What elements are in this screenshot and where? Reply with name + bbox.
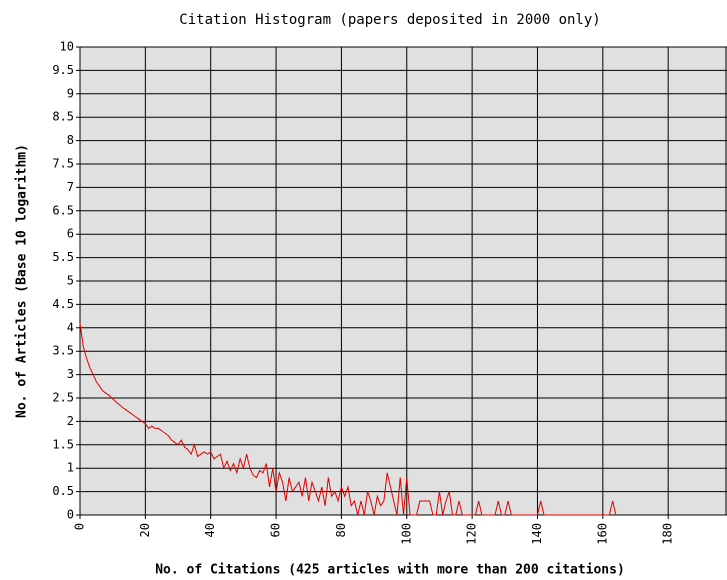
y-tick-label: 8.5 xyxy=(52,110,74,124)
x-tick-label: 120 xyxy=(465,523,479,545)
y-tick-label: 3 xyxy=(67,367,74,381)
y-tick-label: 4.5 xyxy=(52,297,74,311)
x-tick-label: 80 xyxy=(334,523,348,537)
y-tick-label: 0 xyxy=(67,508,74,522)
x-tick-label: 160 xyxy=(595,523,609,545)
y-tick-label: 2 xyxy=(67,414,74,428)
x-tick-label: 180 xyxy=(661,523,675,545)
y-tick-label: 1 xyxy=(67,461,74,475)
y-tick-label: 6.5 xyxy=(52,203,74,217)
x-tick-label: 0 xyxy=(73,523,87,530)
y-tick-label: 9.5 xyxy=(52,63,74,77)
x-tick-label: 20 xyxy=(138,523,152,537)
y-tick-label: 1.5 xyxy=(52,437,74,451)
y-tick-label: 3.5 xyxy=(52,344,74,358)
y-tick-label: 5 xyxy=(67,274,74,288)
x-tick-label: 40 xyxy=(203,523,217,537)
x-axis-label: No. of Citations (425 articles with more… xyxy=(155,563,625,578)
y-tick-label: 7 xyxy=(67,180,74,194)
y-tick-label: 5.5 xyxy=(52,250,74,264)
y-tick-label: 6 xyxy=(67,227,74,241)
x-tick-label: 60 xyxy=(269,523,283,537)
y-tick-label: 2.5 xyxy=(52,391,74,405)
x-tick-label: 140 xyxy=(530,523,544,545)
y-tick-label: 8 xyxy=(67,133,74,147)
data-line xyxy=(79,323,617,516)
y-tick-label: 0.5 xyxy=(52,484,74,498)
y-tick-label: 4 xyxy=(67,320,74,334)
chart-title: Citation Histogram (papers deposited in … xyxy=(179,12,600,28)
x-tick-label: 100 xyxy=(399,523,413,545)
y-tick-label: 7.5 xyxy=(52,157,74,171)
y-tick-label: 9 xyxy=(67,86,74,100)
y-axis-label: No. of Articles (Base 10 logarithm) xyxy=(15,144,30,418)
y-tick-label: 10 xyxy=(60,40,74,54)
